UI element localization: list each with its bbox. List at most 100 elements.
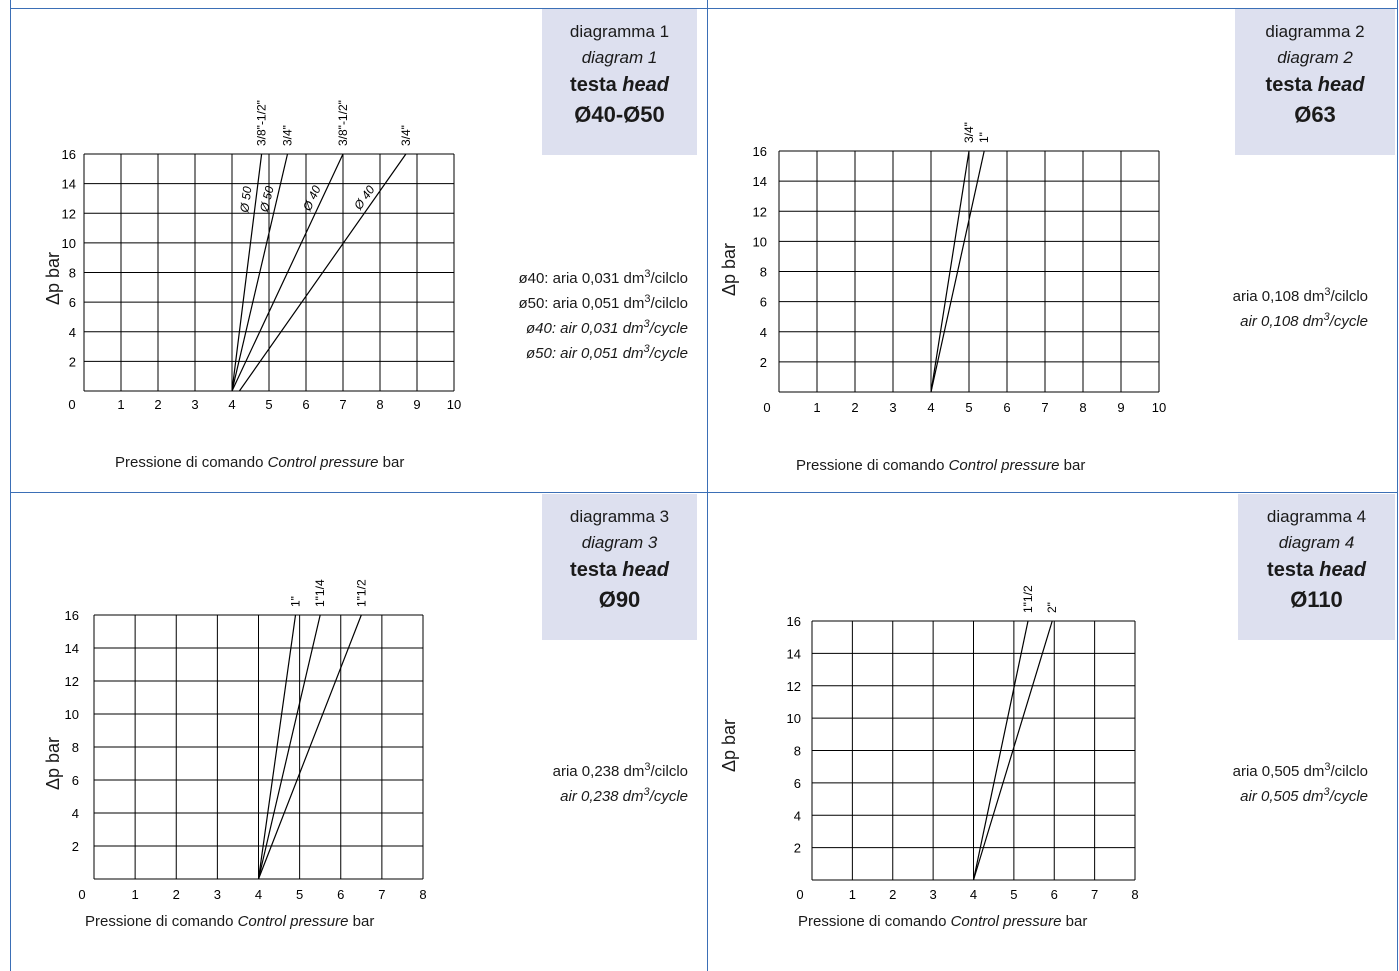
diameter-annotation: Ø 50 — [257, 184, 277, 214]
series-line — [972, 620, 1029, 881]
head-label: testa head — [570, 74, 669, 96]
series-label: 3/8"-1/2" — [255, 100, 269, 146]
x-tick-label: 7 — [378, 887, 385, 902]
y-tick-label: 6 — [72, 773, 79, 788]
x-tick-label: 9 — [413, 397, 420, 412]
note-line: ø40: air 0,031 dm3/cycle — [525, 318, 688, 337]
x-tick-label: 2 — [173, 887, 180, 902]
x-tick-label: 5 — [265, 397, 272, 412]
diagram-title-en: diagram 4 — [1278, 533, 1355, 552]
series-line — [231, 153, 289, 392]
series-label: 3/8"-1/2" — [336, 100, 350, 146]
x-axis-title: Pressione di comando Control pressure ba… — [115, 454, 405, 471]
y-tick-label: 14 — [65, 641, 79, 656]
air-consumption-notes: aria 0,238 dm3/cilclo air 0,238 dm3/cycl… — [553, 757, 688, 807]
series-line — [930, 150, 970, 393]
x-tick-label: 4 — [927, 400, 934, 415]
diagram-title-box: diagramma 4 diagram 4 testa head Ø110 — [1238, 494, 1395, 640]
y-tick-label: 4 — [69, 325, 76, 340]
y-tick-label: 8 — [72, 740, 79, 755]
note-line: ø50: air 0,051 dm3/cycle — [525, 343, 688, 362]
y-tick-label: 16 — [787, 614, 801, 629]
x-tick-label: 5 — [1010, 887, 1017, 902]
diagram-title-en: diagram 2 — [1277, 48, 1353, 67]
y-tick-label: 12 — [62, 206, 76, 221]
series-label: 1"1/2 — [1021, 585, 1035, 613]
note-line: ø50: aria 0,051 dm3/cilclo — [518, 293, 688, 312]
panel-divider-middle — [10, 492, 1398, 493]
y-tick-label: 12 — [65, 674, 79, 689]
y-tick-label: 16 — [753, 144, 767, 159]
x-tick-label: 7 — [1091, 887, 1098, 902]
x-tick-label: 3 — [930, 887, 937, 902]
y-tick-label: 8 — [69, 266, 76, 281]
air-consumption-notes: aria 0,505 dm3/cilclo air 0,505 dm3/cycl… — [1233, 757, 1368, 807]
note-line: air 0,505 dm3/cycle — [1240, 786, 1368, 805]
panel-divider-left — [10, 0, 11, 971]
x-tick-label: 4 — [970, 887, 977, 902]
y-tick-label: 16 — [62, 147, 76, 162]
head-label: testa head — [570, 559, 669, 581]
diagram-title-it: diagramma 1 — [569, 22, 670, 41]
diagram-title-box: diagramma 3 diagram 3 testa head Ø90 — [542, 494, 697, 640]
y-tick-label: 8 — [794, 744, 801, 759]
x-tick-label: 0 — [78, 887, 85, 902]
series-line — [972, 620, 1053, 881]
note-line: aria 0,505 dm3/cilclo — [1232, 761, 1368, 780]
x-tick-label: 10 — [1152, 400, 1166, 415]
x-tick-label: 8 — [1079, 400, 1086, 415]
x-tick-label: 0 — [796, 887, 803, 902]
series-line — [930, 150, 985, 393]
x-tick-label: 8 — [376, 397, 383, 412]
x-tick-label: 2 — [851, 400, 858, 415]
head-diameter: Ø40-Ø50 — [574, 102, 665, 127]
y-tick-label: 10 — [787, 711, 801, 726]
series-line — [238, 153, 407, 392]
x-tick-label: 3 — [214, 887, 221, 902]
x-tick-label: 9 — [1117, 400, 1124, 415]
x-tick-label: 8 — [419, 887, 426, 902]
y-tick-label: 6 — [69, 295, 76, 310]
series-label: 3/4" — [399, 125, 413, 146]
series-line — [231, 153, 263, 392]
x-tick-label: 6 — [1003, 400, 1010, 415]
series-line — [231, 153, 344, 392]
diagram-title-box: diagramma 2 diagram 2 testa head Ø63 — [1235, 9, 1395, 155]
x-tick-label: 1 — [849, 887, 856, 902]
y-tick-label: 6 — [794, 776, 801, 791]
head-diameter: Ø63 — [1294, 102, 1336, 127]
x-tick-label: 8 — [1131, 887, 1138, 902]
note-line: air 0,108 dm3/cycle — [1240, 311, 1368, 330]
series-line — [257, 614, 321, 880]
note-line: aria 0,108 dm3/cilclo — [1232, 286, 1368, 305]
y-tick-label: 14 — [787, 646, 801, 661]
diagram-title-it: diagramma 3 — [569, 507, 670, 526]
panel-divider-center — [707, 0, 708, 971]
x-tick-label: 10 — [447, 397, 461, 412]
y-tick-label: 14 — [753, 174, 767, 189]
y-tick-label: 10 — [753, 234, 767, 249]
y-tick-label: 2 — [72, 839, 79, 854]
x-tick-label: 2 — [154, 397, 161, 412]
diagram-title-it: diagramma 4 — [1266, 507, 1367, 526]
y-tick-label: 2 — [69, 354, 76, 369]
x-tick-label: 0 — [763, 400, 770, 415]
series-label: 1" — [977, 132, 991, 143]
x-tick-label: 7 — [339, 397, 346, 412]
head-label: testa head — [1267, 559, 1366, 581]
y-tick-label: 10 — [65, 707, 79, 722]
y-tick-label: 10 — [62, 236, 76, 251]
series-label: 3/4" — [962, 122, 976, 143]
note-line: aria 0,238 dm3/cilclo — [552, 761, 688, 780]
series-line — [257, 614, 362, 880]
x-tick-label: 0 — [68, 397, 75, 412]
y-tick-label: 12 — [787, 679, 801, 694]
y-tick-label: 8 — [760, 265, 767, 280]
y-tick-label: 4 — [794, 808, 801, 823]
x-tick-label: 4 — [255, 887, 262, 902]
x-tick-label: 6 — [337, 887, 344, 902]
series-label: 1"1/4 — [313, 579, 327, 607]
